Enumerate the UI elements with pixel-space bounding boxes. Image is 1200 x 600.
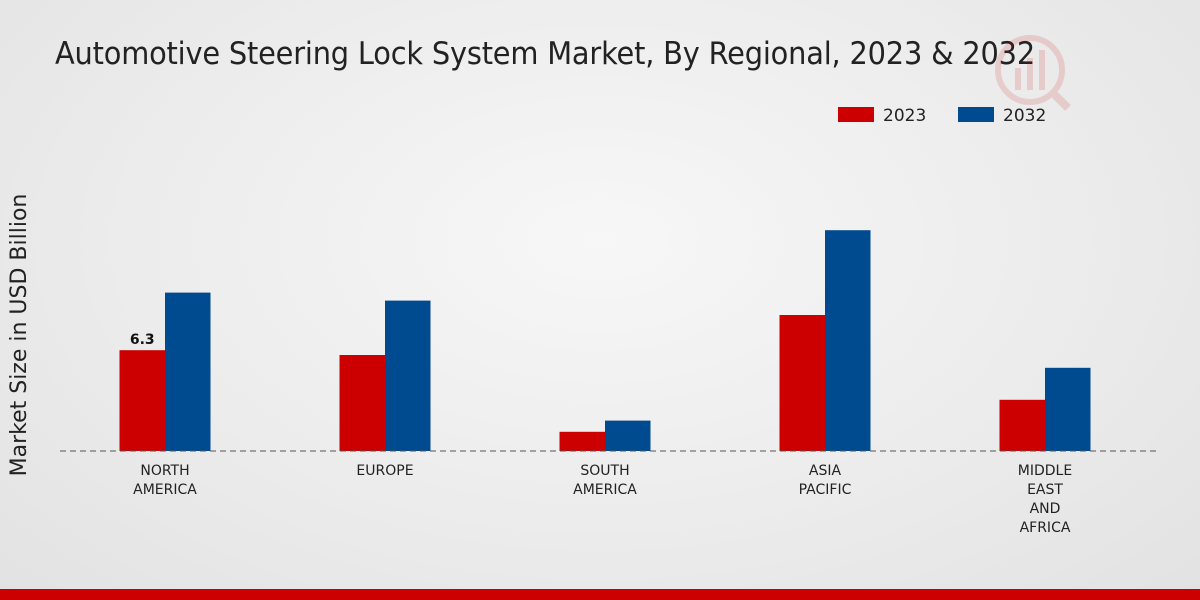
x-tick-label-3: ASIA PACIFIC (799, 463, 852, 498)
data-labels: 6.3 (130, 332, 155, 348)
watermark-logo (995, 35, 1071, 111)
bar-2023-2 (559, 431, 605, 451)
bar-2032-3 (825, 230, 871, 451)
bar-2032-1 (385, 300, 431, 451)
legend-label-2032: 2032 (1003, 106, 1046, 126)
x-tick-label-0: NORTH AMERICA (133, 463, 197, 498)
bar-2023-4 (999, 399, 1045, 451)
legend-swatch-2023 (838, 107, 874, 122)
legend-label-2023: 2023 (883, 106, 926, 126)
x-tick-label-4: MIDDLE EAST AND AFRICA (1018, 463, 1072, 536)
x-tick-label-1: EUROPE (356, 463, 413, 479)
chart-title: Automotive Steering Lock System Market, … (55, 36, 1035, 72)
data-label-0: 6.3 (130, 332, 155, 348)
legend-swatch-2032 (958, 107, 994, 122)
bar-2032-4 (1045, 367, 1091, 451)
bar-2023-1 (339, 355, 385, 451)
bar-2023-3 (779, 315, 825, 451)
bars-group (119, 230, 1091, 451)
bar-2023-0 (119, 350, 165, 451)
bar-2032-0 (165, 292, 211, 451)
x-tick-label-2: SOUTH AMERICA (573, 463, 637, 498)
x-tick-labels: NORTH AMERICA EUROPE SOUTH AMERICA ASIA PACIFI… (133, 463, 1072, 536)
y-axis-label: Market Size in USD Billion (7, 194, 32, 477)
bar-2032-2 (605, 420, 651, 451)
legend: 2023 2032 (838, 106, 1046, 126)
bottom-accent-band (0, 589, 1200, 600)
